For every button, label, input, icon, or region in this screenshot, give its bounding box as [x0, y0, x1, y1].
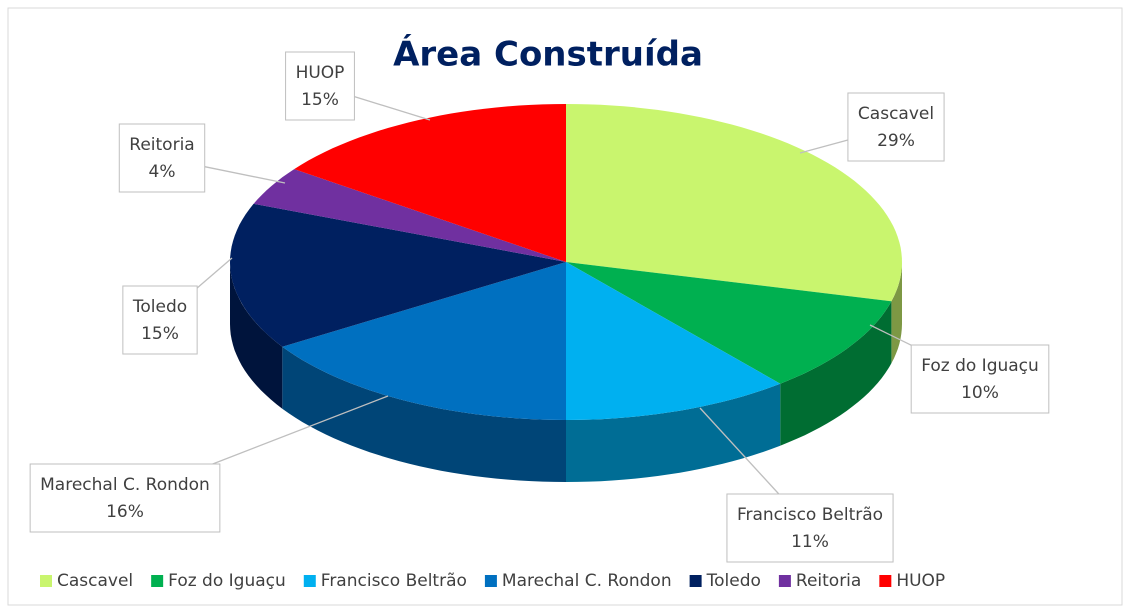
data-label: Reitoria 4%	[118, 123, 286, 193]
label-value: 16%	[106, 502, 144, 522]
label-box	[847, 92, 945, 162]
label-value: 4%	[149, 162, 176, 182]
legend-label: Toledo	[706, 571, 761, 591]
legend-label: HUOP	[896, 571, 945, 591]
slice	[282, 262, 566, 420]
legend-swatch	[778, 575, 791, 587]
legend-label: Marechal C. Rondon	[502, 571, 672, 591]
label-box	[910, 344, 1050, 414]
pie-sides	[230, 262, 902, 482]
label-value: 29%	[877, 131, 915, 151]
label-category: Toledo	[132, 297, 187, 317]
legend-swatch	[879, 575, 892, 587]
leader-line	[799, 139, 849, 154]
data-label: Marechal C. Rondon 16%	[29, 395, 389, 533]
label-category: Cascavel	[858, 104, 934, 124]
leader-line	[196, 257, 233, 289]
slice	[230, 203, 566, 347]
label-category: Francisco Beltrão	[737, 505, 883, 525]
chart-title: Área Construída	[393, 34, 703, 75]
label-value: 15%	[301, 90, 339, 110]
legend-swatch	[151, 575, 164, 587]
legend-swatch	[303, 575, 316, 587]
legend-swatch	[689, 575, 702, 587]
legend-label: Reitoria	[796, 571, 861, 591]
data-label: Francisco Beltrão 11%	[699, 407, 894, 563]
legend-swatch	[484, 575, 497, 587]
legend-label: Cascavel	[57, 571, 133, 591]
slice-side	[891, 262, 902, 364]
slice-side	[282, 346, 566, 482]
label-value: 11%	[791, 532, 829, 552]
label-category: Reitoria	[129, 135, 194, 155]
slice	[566, 262, 892, 384]
slice	[566, 262, 781, 420]
slice-side	[230, 262, 283, 409]
slice	[566, 104, 902, 302]
legend-swatch	[40, 575, 52, 587]
slice	[253, 169, 566, 262]
label-category: Marechal C. Rondon	[40, 475, 210, 495]
leader-line	[204, 166, 286, 184]
label-category: Foz do Iguaçu	[921, 356, 1039, 376]
leader-line	[699, 407, 780, 495]
label-box	[726, 493, 894, 563]
data-label: Foz do Iguaçu 10%	[869, 324, 1050, 414]
label-box	[29, 463, 221, 533]
label-category: HUOP	[296, 63, 345, 83]
leader-line	[354, 96, 431, 121]
slice-side	[780, 301, 892, 446]
legend-label: Francisco Beltrão	[321, 571, 467, 591]
slice	[294, 104, 566, 262]
label-box	[118, 123, 206, 193]
label-box	[285, 51, 355, 121]
data-label: Toledo 15%	[122, 257, 233, 355]
leader-line	[212, 395, 389, 465]
data-label: Cascavel 29%	[799, 92, 945, 162]
data-label: HUOP 15%	[285, 51, 431, 121]
slice-side	[566, 383, 781, 482]
label-value: 15%	[141, 324, 179, 344]
label-box	[122, 285, 198, 355]
legend-label: Foz do Iguaçu	[168, 571, 286, 591]
label-value: 10%	[961, 383, 999, 403]
leader-line	[869, 324, 912, 346]
